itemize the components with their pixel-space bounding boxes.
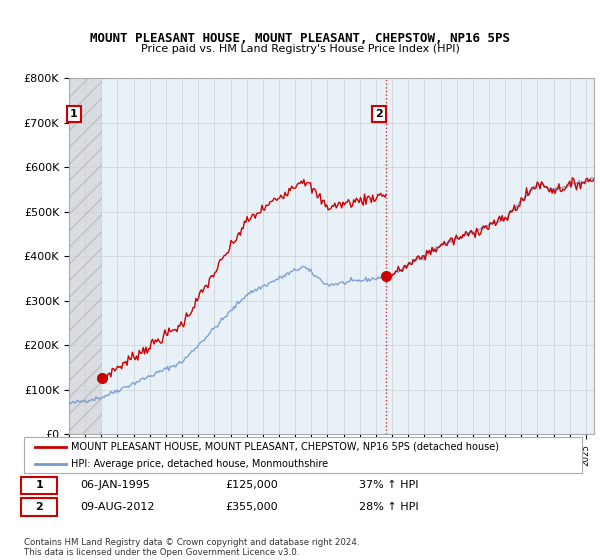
Text: 28% ↑ HPI: 28% ↑ HPI: [359, 502, 418, 512]
Bar: [69, 78, 102, 434]
Text: Contains HM Land Registry data © Crown copyright and database right 2024.
This d: Contains HM Land Registry data © Crown c…: [24, 538, 359, 557]
Text: 09-AUG-2012: 09-AUG-2012: [80, 502, 154, 512]
Text: 37% ↑ HPI: 37% ↑ HPI: [359, 480, 418, 490]
Text: 1: 1: [70, 109, 78, 119]
Text: 2: 2: [375, 109, 383, 119]
FancyBboxPatch shape: [21, 477, 58, 494]
Text: MOUNT PLEASANT HOUSE, MOUNT PLEASANT, CHEPSTOW, NP16 5PS (detached house): MOUNT PLEASANT HOUSE, MOUNT PLEASANT, CH…: [71, 442, 499, 452]
Text: MOUNT PLEASANT HOUSE, MOUNT PLEASANT, CHEPSTOW, NP16 5PS: MOUNT PLEASANT HOUSE, MOUNT PLEASANT, CH…: [90, 32, 510, 45]
Text: 1: 1: [35, 480, 43, 490]
Text: £355,000: £355,000: [225, 502, 278, 512]
Text: 2: 2: [35, 502, 43, 512]
FancyBboxPatch shape: [21, 498, 58, 516]
Bar: [102, 78, 594, 434]
Text: 06-JAN-1995: 06-JAN-1995: [80, 480, 149, 490]
Text: £125,000: £125,000: [225, 480, 278, 490]
Text: Price paid vs. HM Land Registry's House Price Index (HPI): Price paid vs. HM Land Registry's House …: [140, 44, 460, 54]
Text: HPI: Average price, detached house, Monmouthshire: HPI: Average price, detached house, Monm…: [71, 459, 329, 469]
